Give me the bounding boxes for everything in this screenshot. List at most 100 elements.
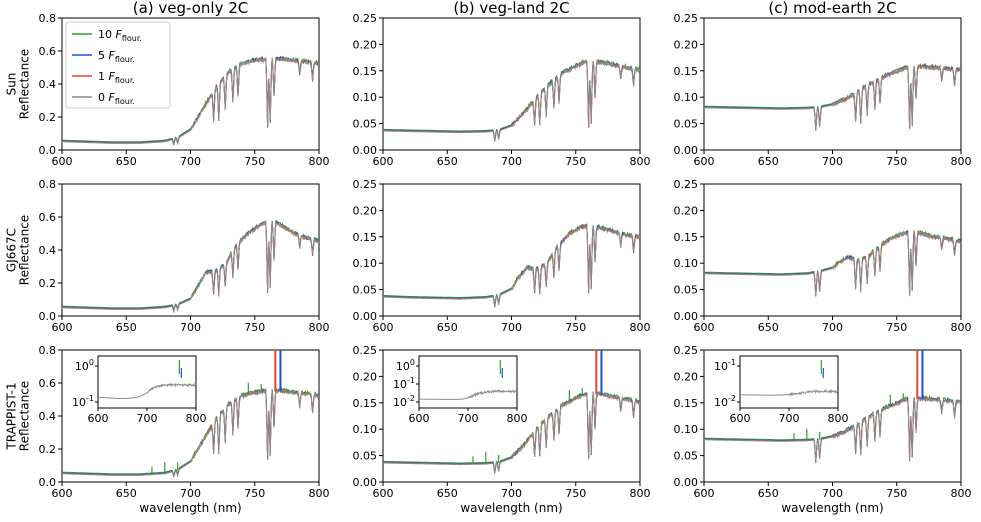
x-tick-label: 700 [822,321,843,334]
legend-prefix: 10 [98,28,116,41]
row-label: Reflectance [18,49,32,119]
x-tick-label: 650 [758,321,779,334]
inset-x-tick-label: 800 [186,412,207,425]
legend-label: 1 Fflour. [98,70,135,85]
panel-gj667c-veg-land: 600 650 700 750 800 0.00 0.05 0.10 0.15 0.20 0.25 [353,178,651,334]
x-tick-label: 800 [951,321,972,334]
inset-y-tick-label: 10-1 [714,358,736,373]
x-tick-label: 750 [886,321,907,334]
x-tick-label: 600 [373,155,394,168]
x-tick-label: 650 [437,321,458,334]
legend-sub: flour. [115,55,135,64]
legend-prefix: 1 [98,70,109,83]
x-tick-label: 650 [116,155,137,168]
y-tick-label: 0.05 [674,284,699,297]
inset-series [97,382,197,399]
panel-sun-veg-land: 600 650 700 750 800 0.00 0.05 0.10 0.15 0.20 0.25 [353,12,651,168]
y-tick-label: 0.05 [353,284,378,297]
y-tick-label: 0.25 [674,178,699,191]
plot-frame [382,17,641,151]
y-tick-label: 0.00 [353,310,378,323]
series-0-flour [62,55,319,146]
y-tick-label: 0.8 [39,344,57,357]
y-tick-label: 0.00 [353,144,378,157]
x-tick-label: 750 [244,321,265,334]
x-tick-label: 700 [501,155,522,168]
inset-y-base: 10 [72,396,86,409]
y-tick-label: 0.25 [674,344,699,357]
legend-var: F [109,91,116,104]
y-tick-label: 0.2 [39,277,57,290]
y-tick-label: 0.2 [39,443,57,456]
inset-frame [418,355,518,409]
x-tick-label: 800 [630,155,651,168]
x-tick-label: 700 [180,321,201,334]
series-0-flour [704,395,961,464]
x-tick-label: 750 [565,487,586,500]
inset-y-base: 10 [714,396,728,409]
y-tick-label: 0.0 [39,476,57,489]
series-group [62,350,319,478]
x-tick-label: 650 [116,321,137,334]
legend: 10 Fflour.5 Fflour.1 Fflour.0 Fflour. [65,21,171,109]
y-tick-label: 0.6 [39,211,57,224]
inset-series [740,388,839,397]
y-tick-label: 0.4 [39,244,57,257]
x-tick-label: 800 [630,487,651,500]
column-title: (c) mod-earth 2C [768,0,896,17]
y-tick-label: 0.4 [39,410,57,423]
y-tick-label: 0.6 [39,45,57,58]
inset: 600 700 800 100 10-1 [72,355,207,425]
y-tick-label: 0.05 [353,450,378,463]
inset-y-tick-label: 100 [396,358,415,373]
legend-sub: flour. [115,97,135,106]
inset-y-exp: -1 [728,358,736,367]
y-tick-label: 0.20 [353,38,378,51]
inset-x-tick-label: 600 [88,412,109,425]
legend-label: 10 Fflour. [98,28,142,43]
y-tick-label: 0.00 [353,476,378,489]
y-tick-label: 0.25 [353,12,378,25]
x-tick-label: 700 [501,321,522,334]
y-tick-label: 0.20 [353,204,378,217]
x-tick-label: 650 [758,487,779,500]
y-tick-label: 0.10 [674,257,699,270]
x-tick-label: 800 [309,155,330,168]
plot-frame [382,183,641,317]
x-tick-label: 650 [437,155,458,168]
plot-frame [703,183,962,317]
panel-trappist-mod-earth: 600 650 700 750 800 0.00 0.05 0.10 0.15 0.20 0.25 w… [674,344,972,515]
x-tick-label: 600 [52,155,73,168]
legend-var: F [116,28,123,41]
y-tick-label: 0.10 [353,423,378,436]
series-group [62,55,319,146]
inset-y-tick-label: 10-2 [714,394,736,409]
series-0-flour [704,63,961,132]
panel-sun-mod-earth: 600 650 700 750 800 0.00 0.05 0.10 0.15 0.20 0.25 [674,12,972,168]
y-tick-label: 0.00 [674,476,699,489]
series-group [704,350,961,464]
series-0-flour [383,391,640,474]
inset-y-exp: -1 [86,394,94,403]
row-label: Sun [5,73,19,96]
y-tick-label: 0.25 [353,344,378,357]
inset-frame [739,355,839,409]
x-tick-label: 700 [501,487,522,500]
inset-y-tick-label: 100 [75,358,94,373]
y-tick-label: 0.05 [674,450,699,463]
series-group [704,229,961,297]
inset-x-tick-label: 600 [409,412,430,425]
plot-frame [61,183,320,317]
x-tick-label: 650 [758,155,779,168]
x-tick-label: 600 [694,487,715,500]
series-group [704,62,961,132]
legend-prefix: 5 [98,49,109,62]
inset-x-tick-label: 700 [137,412,158,425]
x-tick-label: 750 [886,487,907,500]
column-title: (b) veg-land 2C [453,0,569,17]
y-tick-label: 0.0 [39,310,57,323]
legend-label: 5 Fflour. [98,49,135,64]
